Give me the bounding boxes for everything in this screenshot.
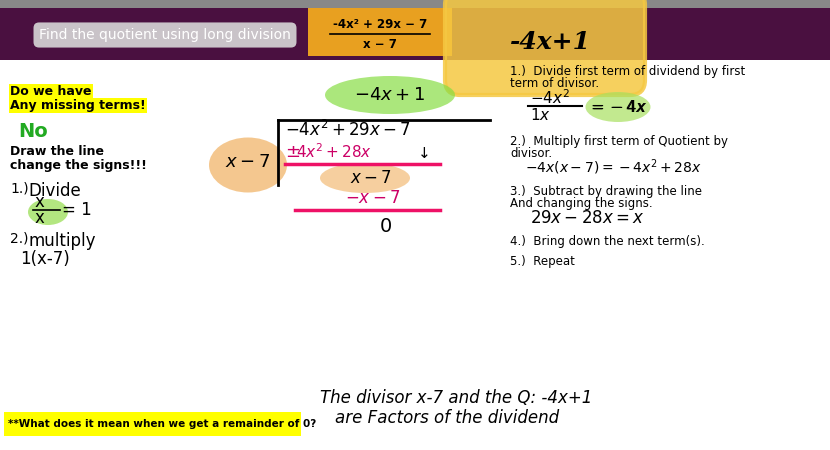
Text: x − 7: x − 7	[363, 37, 397, 50]
Text: 1.): 1.)	[10, 182, 28, 196]
Ellipse shape	[585, 92, 651, 122]
Text: 1(x-7): 1(x-7)	[20, 250, 70, 268]
Text: 5.)  Repeat: 5.) Repeat	[510, 255, 575, 268]
Text: 2.): 2.)	[10, 232, 28, 246]
Ellipse shape	[28, 199, 68, 225]
Text: Draw the line: Draw the line	[10, 145, 104, 158]
Text: are Factors of the dividend: are Factors of the dividend	[335, 409, 559, 427]
FancyBboxPatch shape	[308, 8, 452, 56]
FancyBboxPatch shape	[0, 0, 830, 8]
Text: $-4x^2$: $-4x^2$	[530, 89, 570, 108]
Text: $x - 7$: $x - 7$	[350, 169, 392, 187]
Text: x: x	[35, 193, 45, 211]
Text: change the signs!!!: change the signs!!!	[10, 159, 147, 172]
Text: $= -4x$: $= -4x$	[588, 99, 647, 115]
Text: $1x$: $1x$	[530, 107, 551, 123]
FancyBboxPatch shape	[0, 0, 830, 60]
Text: Find the quotient using long division: Find the quotient using long division	[39, 28, 291, 42]
Text: The divisor x-7 and the Q: -4x+1: The divisor x-7 and the Q: -4x+1	[320, 389, 593, 407]
Text: $-4x(x-7) = -4x^2+28x$: $-4x(x-7) = -4x^2+28x$	[525, 157, 702, 177]
Text: $= -4x$: $= -4x$	[588, 99, 647, 115]
Text: Any missing terms!: Any missing terms!	[10, 99, 146, 112]
Text: $0$: $0$	[378, 216, 392, 235]
Text: multiply: multiply	[28, 232, 95, 250]
Text: $-x - 7$: $-x - 7$	[345, 189, 400, 207]
Text: divisor.: divisor.	[510, 147, 552, 160]
Text: x: x	[35, 209, 45, 227]
Text: 1.)  Divide first term of dividend by first: 1.) Divide first term of dividend by fir…	[510, 65, 745, 78]
FancyBboxPatch shape	[445, 0, 645, 95]
Text: $\pm$: $\pm$	[285, 143, 300, 161]
Ellipse shape	[320, 163, 410, 193]
Text: = 1: = 1	[62, 201, 92, 219]
FancyBboxPatch shape	[4, 412, 301, 436]
Text: -4x+1: -4x+1	[510, 30, 590, 54]
Ellipse shape	[325, 76, 455, 114]
Text: 4.)  Bring down the next term(s).: 4.) Bring down the next term(s).	[510, 235, 705, 248]
Text: No: No	[18, 122, 48, 141]
Text: And changing the signs.: And changing the signs.	[510, 197, 652, 210]
Text: 2.)  Multiply first term of Quotient by: 2.) Multiply first term of Quotient by	[510, 135, 728, 148]
Text: Do we have: Do we have	[10, 85, 91, 98]
Text: $29x - 28x = x$: $29x - 28x = x$	[530, 209, 645, 227]
Text: $4x^2 + 28x$: $4x^2 + 28x$	[296, 143, 372, 162]
Text: $-4x^2 + 29x - 7$: $-4x^2 + 29x - 7$	[285, 120, 411, 140]
Ellipse shape	[209, 138, 287, 193]
Text: 3.)  Subtract by drawing the line: 3.) Subtract by drawing the line	[510, 185, 702, 198]
Text: $x-7$: $x-7$	[226, 153, 271, 171]
Text: $\downarrow$: $\downarrow$	[415, 147, 430, 162]
Text: Divide: Divide	[28, 182, 81, 200]
Text: **What does it mean when we get a remainder of 0?: **What does it mean when we get a remain…	[8, 419, 316, 429]
Text: -4x² + 29x − 7: -4x² + 29x − 7	[333, 18, 427, 32]
Text: $-4x + 1$: $-4x + 1$	[354, 86, 426, 104]
Text: term of divisor.: term of divisor.	[510, 77, 599, 90]
